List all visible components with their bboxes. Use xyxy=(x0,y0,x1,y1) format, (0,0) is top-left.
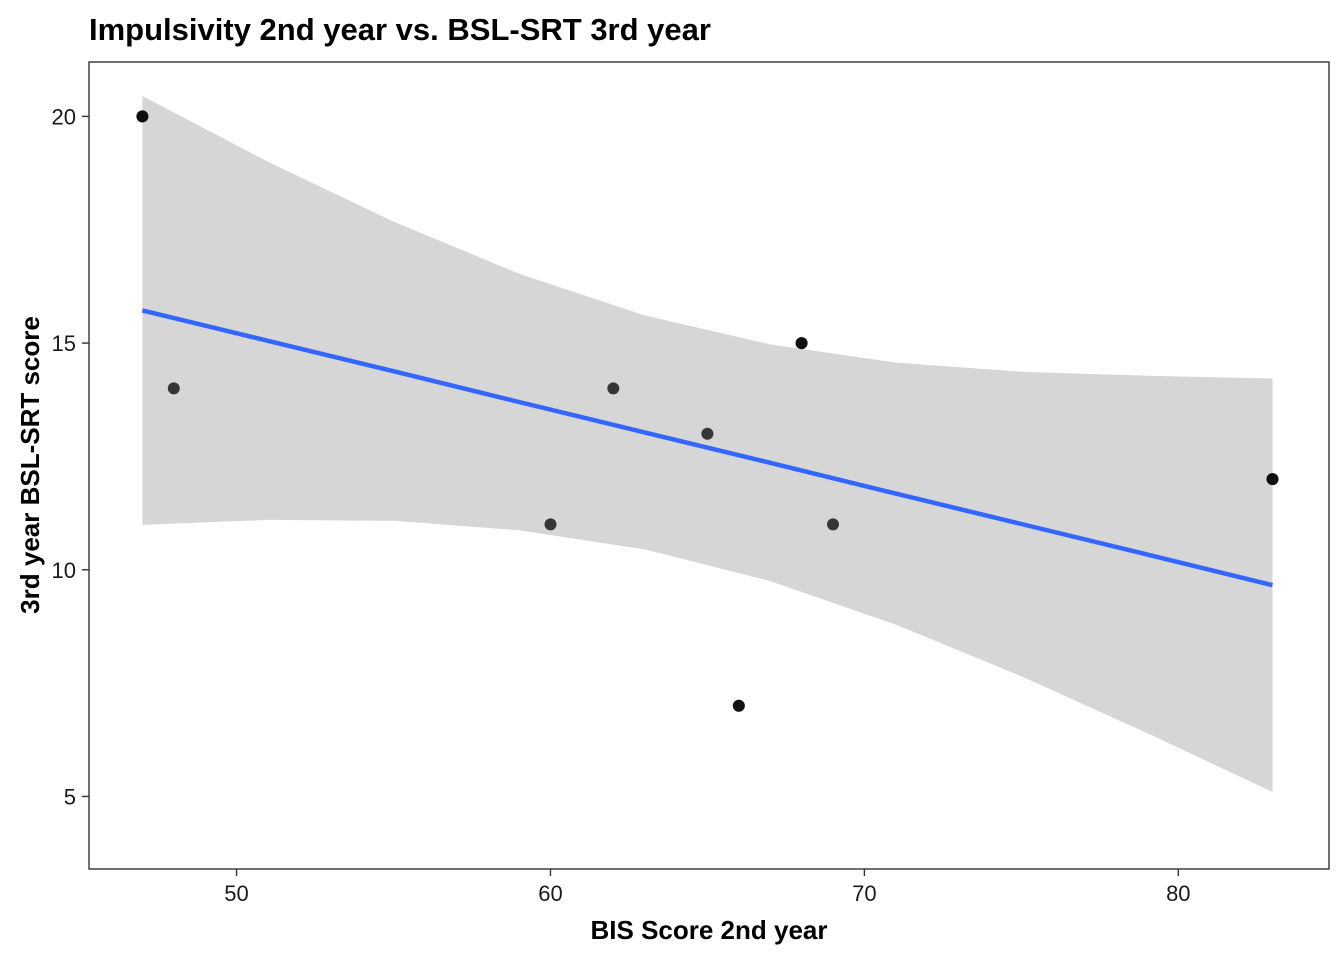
regression-line xyxy=(141,308,1274,588)
y-tick-label: 5 xyxy=(64,784,76,809)
data-point xyxy=(732,699,745,712)
regression-line-layer xyxy=(141,308,1274,588)
x-tick-label: 50 xyxy=(224,881,248,906)
points-layer xyxy=(136,110,1279,712)
data-point xyxy=(167,382,180,395)
x-tick-label: 80 xyxy=(1166,881,1190,906)
y-tick-label: 15 xyxy=(52,331,76,356)
data-point xyxy=(1266,473,1279,486)
data-point xyxy=(701,427,714,440)
x-axis-ticks: 50 60 70 80 xyxy=(224,869,1191,906)
x-axis-label: BIS Score 2nd year xyxy=(591,915,828,945)
confidence-band xyxy=(142,96,1273,792)
data-point xyxy=(827,518,839,531)
y-tick-label: 10 xyxy=(52,558,76,583)
x-tick-label: 60 xyxy=(538,881,562,906)
data-point xyxy=(544,518,557,531)
x-tick-label: 70 xyxy=(852,881,876,906)
confidence-band-layer xyxy=(142,96,1273,792)
plot-border xyxy=(88,61,1330,870)
y-axis-ticks: 5 10 15 20 xyxy=(52,104,89,809)
y-axis-label: 3rd year BSL-SRT score xyxy=(15,316,45,614)
data-point xyxy=(136,110,149,123)
data-point xyxy=(607,382,620,395)
y-tick-label: 20 xyxy=(52,104,76,129)
chart-title: Impulsivity 2nd year vs. BSL-SRT 3rd yea… xyxy=(89,12,711,47)
data-point xyxy=(795,337,808,350)
